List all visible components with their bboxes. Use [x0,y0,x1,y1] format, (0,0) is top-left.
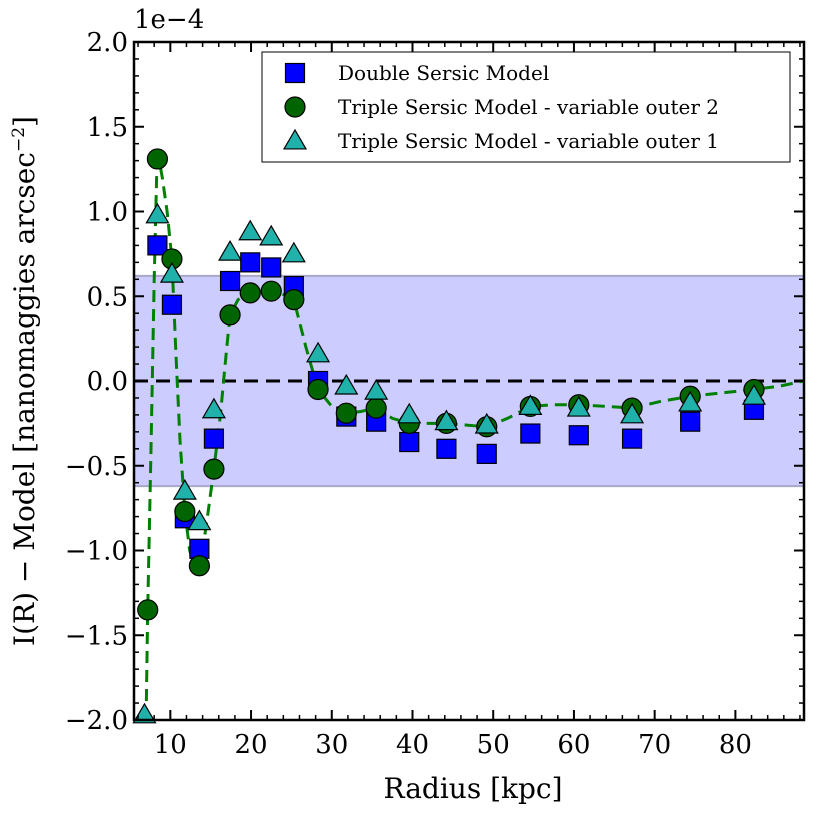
triangle-point [159,262,184,283]
plot-frame [132,40,806,722]
square-point [203,428,225,449]
x-tick-label: 30 [315,730,348,760]
square-point [219,270,241,292]
square-point [161,294,183,315]
y-tick-label: −0.5 [65,452,128,482]
triangle-point [259,224,284,246]
triangle-point [678,390,703,412]
circle-point [335,402,357,424]
series-triple-sersic-model-variable-outer-1 [132,202,766,724]
square-point [261,257,282,278]
square-point [436,438,457,459]
square-point [621,428,643,449]
x-tick-label: 70 [638,730,671,760]
circle-point [365,397,387,419]
y-axis-title-main: I(R) − Model [nanomaggies arcsec [8,152,41,646]
circle-point [283,289,305,311]
y-axis-title-exponent: −2 [9,127,29,152]
x-tick-label: 60 [557,730,590,760]
x-tick-label: 80 [719,730,752,760]
triangle-point [518,394,543,415]
y-axis-title: I(R) − Model [nanomaggies arcsec−2] [8,116,41,646]
legend-marker-triangle [282,128,308,150]
y-tick-label: 0.0 [87,367,128,397]
circle-point [188,555,210,577]
triangle-point [620,402,645,424]
triangle-point [306,341,331,363]
square-point [520,423,541,444]
triangle-point [281,241,306,263]
triangle-point [145,202,170,224]
triangle-point [397,402,422,424]
square-point [568,425,589,446]
y-tick-label: 2.0 [87,28,128,58]
model-curve-dashed [144,158,804,720]
legend-label: Triple Sersic Model - variable outer 2 [338,95,719,119]
square-point [399,431,420,453]
triangle-point [566,395,591,417]
circle-point [239,282,261,304]
triangle-point [334,373,359,395]
square-point [680,411,701,432]
y-tick-label: −2.0 [65,706,128,736]
x-tick-label: 10 [154,730,187,760]
legend-label: Triple Sersic Model - variable outer 1 [338,129,719,153]
triangle-point [434,409,459,431]
circle-point [146,148,169,170]
y-axis-title-close: ] [8,116,41,127]
triangle-point [364,378,389,400]
x-tick-label: 20 [235,730,268,760]
y-tick-label: 1.5 [87,113,128,143]
y-tick-label: 1.0 [87,198,128,228]
circle-point [307,378,329,401]
y-tick-label: −1.5 [65,621,128,651]
offset-text: 1e−4 [134,5,204,35]
square-point [147,235,168,256]
x-tick-label: 50 [477,730,510,760]
legend-marker-circle [284,96,306,118]
legend: Double Sersic Model Triple Sersic Model -… [261,51,791,163]
triangle-point [201,397,226,419]
triangle-point [238,219,263,241]
circle-point [219,304,241,326]
circle-point [203,458,225,480]
triangle-point [172,478,197,500]
legend-marker-square [284,62,306,84]
triangle-point [187,509,212,531]
plot-area: −2.0 −1.5 −1.0 −0.5 0.0 0.5 1.0 1.5 2.0 10 20 30 40 5… [65,28,806,760]
triangle-point [474,412,499,434]
circle-point [137,599,159,621]
square-point [476,443,497,464]
circle-point [174,500,196,523]
legend-label: Double Sersic Model [338,61,549,85]
triangle-point [132,702,157,724]
legend-box [261,51,791,163]
y-tick-label: −1.0 [65,537,128,567]
circle-point [260,280,282,302]
x-axis-title: Radius [kpc] [383,772,562,805]
triangle-point [218,239,243,261]
y-tick-label: 0.5 [87,282,128,312]
square-point [240,252,261,273]
triangle-point [741,384,766,405]
x-tick-label: 40 [396,730,429,760]
